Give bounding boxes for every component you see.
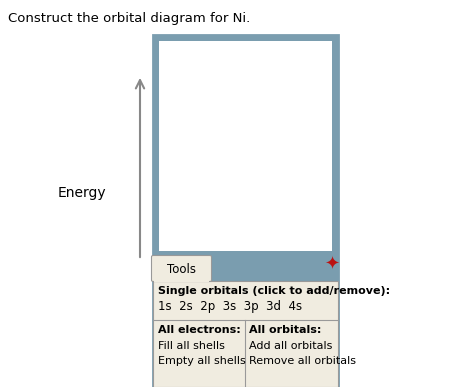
Text: All orbitals:: All orbitals: <box>249 325 321 335</box>
Bar <box>159 41 332 251</box>
Bar <box>153 35 338 387</box>
Text: Empty all shells: Empty all shells <box>158 356 246 366</box>
Bar <box>153 281 338 387</box>
Text: Remove all orbitals: Remove all orbitals <box>249 356 356 366</box>
Bar <box>153 35 338 257</box>
Bar <box>153 257 338 281</box>
Text: Energy: Energy <box>57 186 106 200</box>
Text: ✦: ✦ <box>325 256 339 274</box>
Bar <box>154 276 209 282</box>
Text: Fill all shells: Fill all shells <box>158 341 225 351</box>
Text: Single orbitals (click to add/remove):: Single orbitals (click to add/remove): <box>158 286 390 296</box>
FancyBboxPatch shape <box>151 255 211 281</box>
Text: Tools: Tools <box>167 263 196 276</box>
Text: Add all orbitals: Add all orbitals <box>249 341 332 351</box>
Text: 1s  2s  2p  3s  3p  3d  4s: 1s 2s 2p 3s 3p 3d 4s <box>158 300 302 313</box>
Text: Construct the orbital diagram for Ni.: Construct the orbital diagram for Ni. <box>8 12 250 25</box>
Text: All electrons:: All electrons: <box>158 325 241 335</box>
